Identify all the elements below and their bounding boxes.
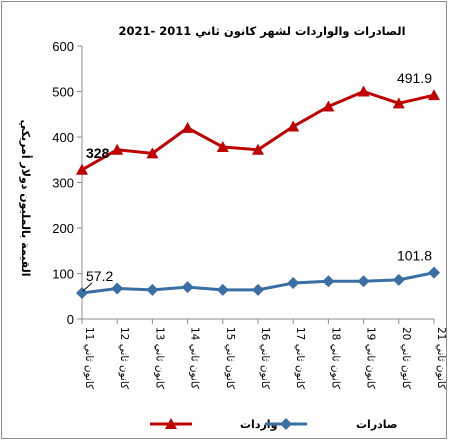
x-tick-label: كانون ثاني 21 [435,327,447,389]
y-axis-label: القيمة بالمليون دولار أمريكي [19,120,33,277]
y-tick-label: 500 [52,85,74,100]
series-line-0 [81,90,435,172]
data-labels: 328 491.9 57.2 101.8 [82,70,432,292]
y-tick-label: 400 [52,130,74,145]
y-tick-label: 0 [67,312,74,327]
legend-label-0: واردات [240,418,278,431]
x-tick-label: كانون ثاني 11 [83,327,95,389]
data-point-imports [146,147,159,159]
x-tick-label: كانون ثاني 12 [118,327,130,389]
series-group [76,85,440,299]
legend-marker-imports [165,418,177,429]
data-point-exports [322,275,335,288]
data-point-imports [357,85,370,97]
x-tick-label: كانون ثاني 19 [365,327,377,389]
x-tick-label: كانون ثاني 14 [189,327,201,389]
data-point-exports [392,273,405,286]
data-label: 101.8 [397,248,432,264]
y-tick-label: 100 [52,267,74,282]
data-point-imports [322,100,335,112]
data-point-imports [428,89,440,101]
data-point-exports [287,277,300,290]
y-tick-label: 600 [52,39,74,54]
data-point-exports [357,275,370,288]
x-tick-label: كانون ثاني 15 [224,327,236,389]
data-point-exports [428,266,440,279]
data-label: 491.9 [397,70,432,86]
y-tick-label: 300 [52,176,74,191]
data-point-exports [216,283,229,296]
data-point-imports [181,121,194,133]
data-point-exports [111,282,124,295]
data-point-exports [252,283,264,296]
data-point-imports [216,141,229,153]
data-label-leader [82,282,93,292]
y-tick-label: 200 [52,221,74,236]
data-point-imports [76,163,88,175]
data-point-exports [181,281,194,294]
x-tick-label: كانون ثاني 17 [294,327,306,389]
axes [77,45,435,324]
legend-label-1: صادرات [356,418,398,431]
data-point-imports [111,143,124,155]
data-point-imports [252,143,264,155]
x-tick-label: كانون ثاني 13 [153,327,165,389]
legend: واردات صادرات [150,418,398,431]
data-point-imports [287,120,300,132]
data-point-exports [146,283,159,296]
data-point-exports [76,286,88,299]
data-label: 57.2 [86,268,113,284]
x-tick-labels: كانون ثاني 11 كانون ثاني 12 كانون ثاني 13 ك… [83,327,447,389]
data-label: 328 [86,145,110,161]
data-point-imports [392,97,405,109]
x-tick-label: كانون ثاني 18 [329,327,341,389]
y-tick-labels: 0 100 200 300 400 500 600 [52,39,74,327]
x-tick-label: كانون ثاني 16 [259,327,271,389]
x-tick-label: كانون ثاني 20 [400,327,412,389]
chart-title: الصادرات والواردات لشهر كانون ثاني 2011 … [118,24,405,39]
legend-marker-exports [280,418,292,430]
